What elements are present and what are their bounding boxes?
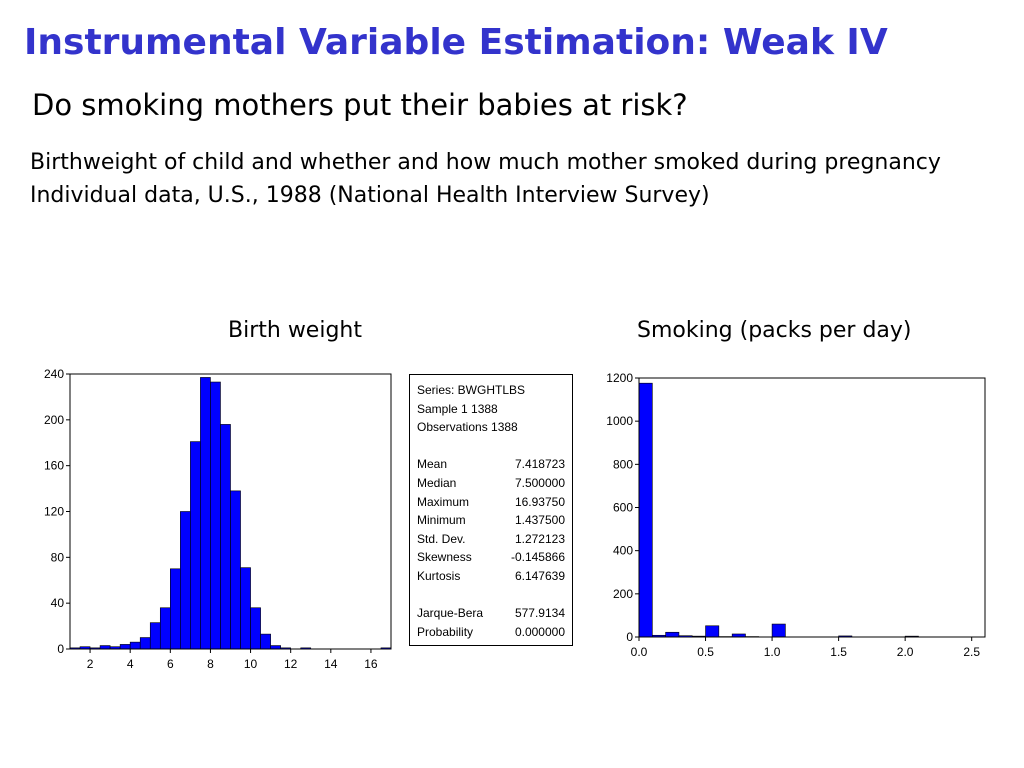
- y-tick-label: 0: [626, 630, 633, 644]
- histogram-bar: [771, 623, 786, 638]
- x-tick-label: 2: [87, 657, 94, 671]
- histogram-bar: [190, 441, 201, 650]
- histogram-bar: [149, 622, 161, 650]
- x-tick-label: 4: [127, 657, 134, 671]
- stats-series: Series: BWGHTLBS: [417, 383, 526, 397]
- y-tick-label: 0: [57, 642, 64, 656]
- stats-row-minimum: Minimum 1.437500: [417, 513, 565, 528]
- y-tick-label: 1000: [606, 414, 633, 428]
- histogram-bar: [665, 631, 680, 638]
- stats-row-skewness: Skewness -0.145866: [417, 550, 565, 565]
- histogram-bar: [260, 633, 271, 650]
- y-tick-label: 800: [613, 457, 633, 471]
- stats-observations: Observations 1388: [417, 420, 518, 435]
- stats-row-maximum: Maximum 16.93750: [417, 494, 565, 509]
- histogram-bar: [170, 568, 181, 650]
- x-tick-label: 0.0: [631, 645, 648, 659]
- y-tick-label: 400: [613, 544, 633, 558]
- smoking-chart-title: Smoking (packs per day): [637, 318, 912, 343]
- histogram-bar: [139, 637, 151, 650]
- x-tick-label: 1.5: [830, 645, 847, 659]
- histogram-bar: [240, 567, 251, 650]
- stats-row-probability: Probability 0.000000: [417, 624, 565, 639]
- y-tick-label: 200: [44, 413, 64, 427]
- x-tick-label: 8: [207, 657, 214, 671]
- y-tick-label: 200: [613, 587, 633, 601]
- histogram-bar: [705, 625, 720, 638]
- x-tick-label: 2.5: [963, 645, 980, 659]
- stats-sample: Sample 1 1388: [417, 401, 498, 416]
- y-tick-label: 120: [44, 505, 64, 519]
- y-tick-label: 160: [44, 459, 64, 473]
- histogram-bar: [129, 641, 141, 650]
- slide-title: Instrumental Variable Estimation: Weak I…: [24, 22, 888, 63]
- slide-subtitle: Do smoking mothers put their babies at r…: [32, 88, 688, 122]
- description-line-1: Birthweight of child and whether and how…: [30, 150, 941, 175]
- histogram-bar: [180, 511, 191, 650]
- histogram-bar: [119, 644, 131, 650]
- x-tick-label: 10: [244, 657, 258, 671]
- description: Birthweight of child and whether and how…: [30, 146, 980, 212]
- stats-row-kurtosis: Kurtosis 6.147639: [417, 568, 565, 583]
- y-tick-label: 1200: [606, 371, 633, 385]
- histogram-bar: [210, 381, 221, 650]
- stats-row-mean: Mean 7.418723: [417, 457, 565, 472]
- x-tick-label: 16: [364, 657, 378, 671]
- birth-weight-chart-title: Birth weight: [228, 318, 362, 343]
- histogram-bar: [159, 607, 171, 650]
- x-tick-label: 2.0: [897, 645, 914, 659]
- plot-frame: [638, 377, 986, 638]
- x-tick-label: 12: [284, 657, 298, 671]
- histogram-bar: [270, 645, 281, 650]
- histogram-bar: [638, 382, 653, 638]
- stats-row-std-dev: Std. Dev. 1.272123: [417, 531, 565, 546]
- y-tick-label: 80: [51, 550, 65, 564]
- descriptive-stats-box: Series: BWGHTLBS Sample 1 1388 Observati…: [409, 374, 573, 646]
- histogram-bar: [99, 645, 111, 650]
- x-tick-label: 0.5: [697, 645, 714, 659]
- stats-row-median: Median 7.500000: [417, 475, 565, 490]
- description-line-2: Individual data, U.S., 1988 (National He…: [30, 183, 710, 208]
- x-tick-label: 1.0: [764, 645, 781, 659]
- histogram-bar: [250, 607, 261, 650]
- y-tick-label: 600: [613, 501, 633, 515]
- histogram-bar: [230, 490, 241, 650]
- x-tick-label: 6: [167, 657, 174, 671]
- y-tick-label: 240: [44, 367, 64, 381]
- stats-row-jarque-bera: Jarque-Bera 577.9134: [417, 606, 565, 621]
- histogram-bar: [200, 377, 211, 650]
- y-tick-label: 40: [51, 596, 65, 610]
- x-tick-label: 14: [324, 657, 338, 671]
- histogram-bar: [220, 424, 231, 650]
